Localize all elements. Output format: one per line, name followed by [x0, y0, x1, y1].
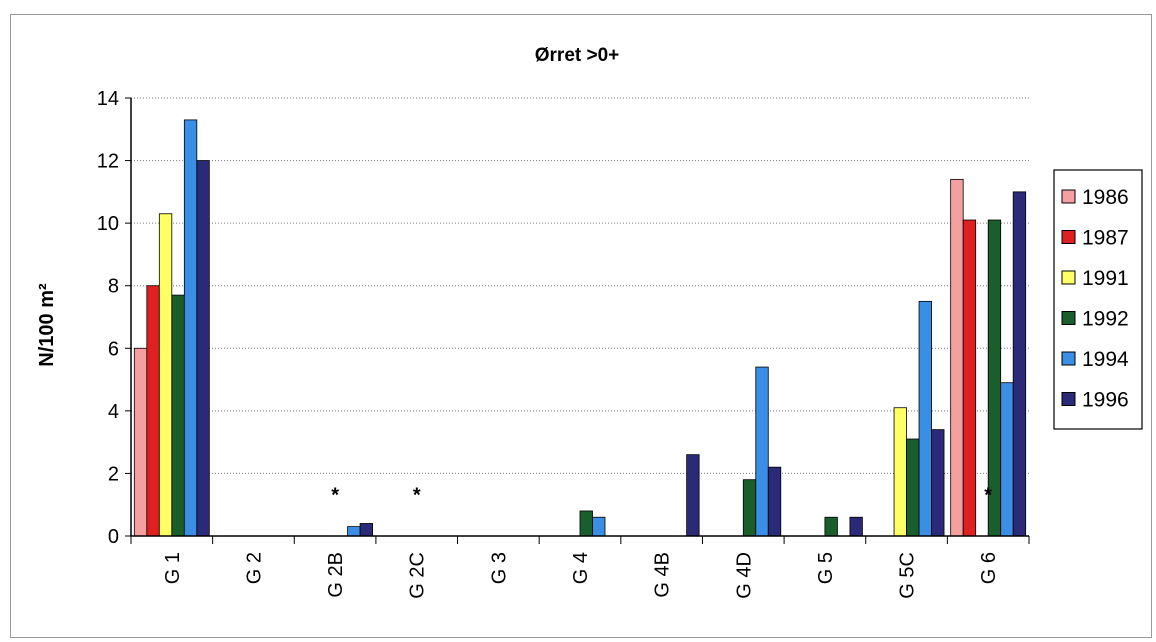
bar-1994-g5c: [918, 300, 932, 537]
y-tick-label: 0: [108, 526, 119, 548]
legend-label: 1987: [1082, 227, 1129, 250]
chart-title: Ørret >0+: [535, 45, 620, 66]
bar-1986-g6: [950, 178, 964, 537]
legend-label: 1986: [1082, 186, 1129, 209]
x-tick-label: G 4: [570, 552, 592, 584]
bar-1996-g4b: [686, 454, 700, 537]
x-tick-label: G 2C: [407, 552, 429, 599]
x-tick-label: G 5C: [897, 552, 919, 599]
annotations: * * *: [331, 485, 992, 507]
bar-chart: Ørret >0+ N/100 m² 0 2 4 6 8 10 12 14 G 1 G 2 G 2…: [36, 45, 1143, 599]
bar-1986-g1: [133, 347, 148, 537]
x-tick-label: G 5: [815, 552, 837, 584]
x-tick-label: G 4B: [652, 552, 674, 598]
legend-swatch-1992: [1061, 311, 1076, 325]
x-tick-label: G 2: [243, 552, 265, 584]
bar-1992-g5c: [906, 438, 920, 537]
legend-label: 1992: [1082, 308, 1129, 331]
bar-1991-g1: [158, 213, 173, 537]
bar-1996-g5c: [931, 429, 945, 537]
legend-swatch-1987: [1061, 230, 1076, 244]
bar-1994-g4: [592, 516, 606, 537]
bar-1994-g1: [183, 119, 198, 537]
y-tick-label: 6: [108, 338, 119, 360]
asterisk-annotation: *: [413, 485, 421, 507]
bar-1994-g4d: [755, 366, 769, 537]
bar-1992-g4: [579, 510, 593, 537]
bar-1991-g5c: [893, 407, 907, 537]
legend-label: 1991: [1082, 267, 1129, 290]
axes: [125, 97, 1030, 544]
asterisk-annotation: *: [984, 485, 992, 507]
chart-frame: Ørret >0+ N/100 m² 0 2 4 6 8 10 12 14 G 1 G 2 G 2…: [10, 14, 1152, 638]
legend-swatch-1991: [1061, 270, 1076, 285]
bar-1987-g6: [962, 219, 977, 537]
x-tick-label: G 4D: [733, 552, 755, 599]
bar-1996-g2b: [359, 523, 373, 537]
bar-1994-g6: [1000, 382, 1014, 537]
y-tick-label: 10: [97, 213, 119, 235]
legend-swatch-1994: [1061, 351, 1076, 366]
y-tick-label: 2: [108, 463, 119, 485]
x-tick-labels: G 1 G 2 G 2B G 2C G 3 G 4 G 4B G 4D G 5 G 5C G 6: [162, 552, 1000, 599]
x-tick-label: G 6: [978, 552, 1000, 584]
bar-1996-g4d: [767, 466, 782, 537]
legend-swatch-1986: [1061, 189, 1076, 204]
bar-1992-g1: [171, 294, 185, 537]
bar-1992-g5: [824, 516, 838, 537]
legend-swatch-1996: [1061, 392, 1076, 406]
y-tick-labels: 0 2 4 6 8 10 12 14: [97, 88, 119, 548]
x-tick-label: G 3: [488, 552, 510, 584]
y-tick-label: 14: [97, 88, 119, 110]
bar-1992-g4d: [742, 479, 757, 537]
bar-1996-g5: [849, 516, 863, 537]
legend: 1986 1987 1991 1992 1994 1996: [1053, 169, 1143, 430]
y-tick-label: 8: [108, 276, 119, 298]
bar-1987-g1: [146, 285, 160, 537]
legend-box: [1053, 169, 1143, 430]
y-tick-label: 12: [97, 151, 119, 173]
bar-1996-g6: [1012, 191, 1027, 537]
legend-label: 1994: [1082, 348, 1129, 371]
y-tick-label: 4: [108, 401, 119, 423]
bar-1996-g1: [196, 160, 210, 537]
x-tick-label: G 1: [162, 552, 184, 584]
bar-1994-g2b: [347, 526, 361, 537]
legend-label: 1996: [1082, 389, 1129, 412]
y-axis-label: N/100 m²: [36, 283, 58, 367]
bars: [133, 119, 1027, 537]
asterisk-annotation: *: [331, 485, 339, 507]
x-tick-label: G 2B: [325, 552, 347, 598]
